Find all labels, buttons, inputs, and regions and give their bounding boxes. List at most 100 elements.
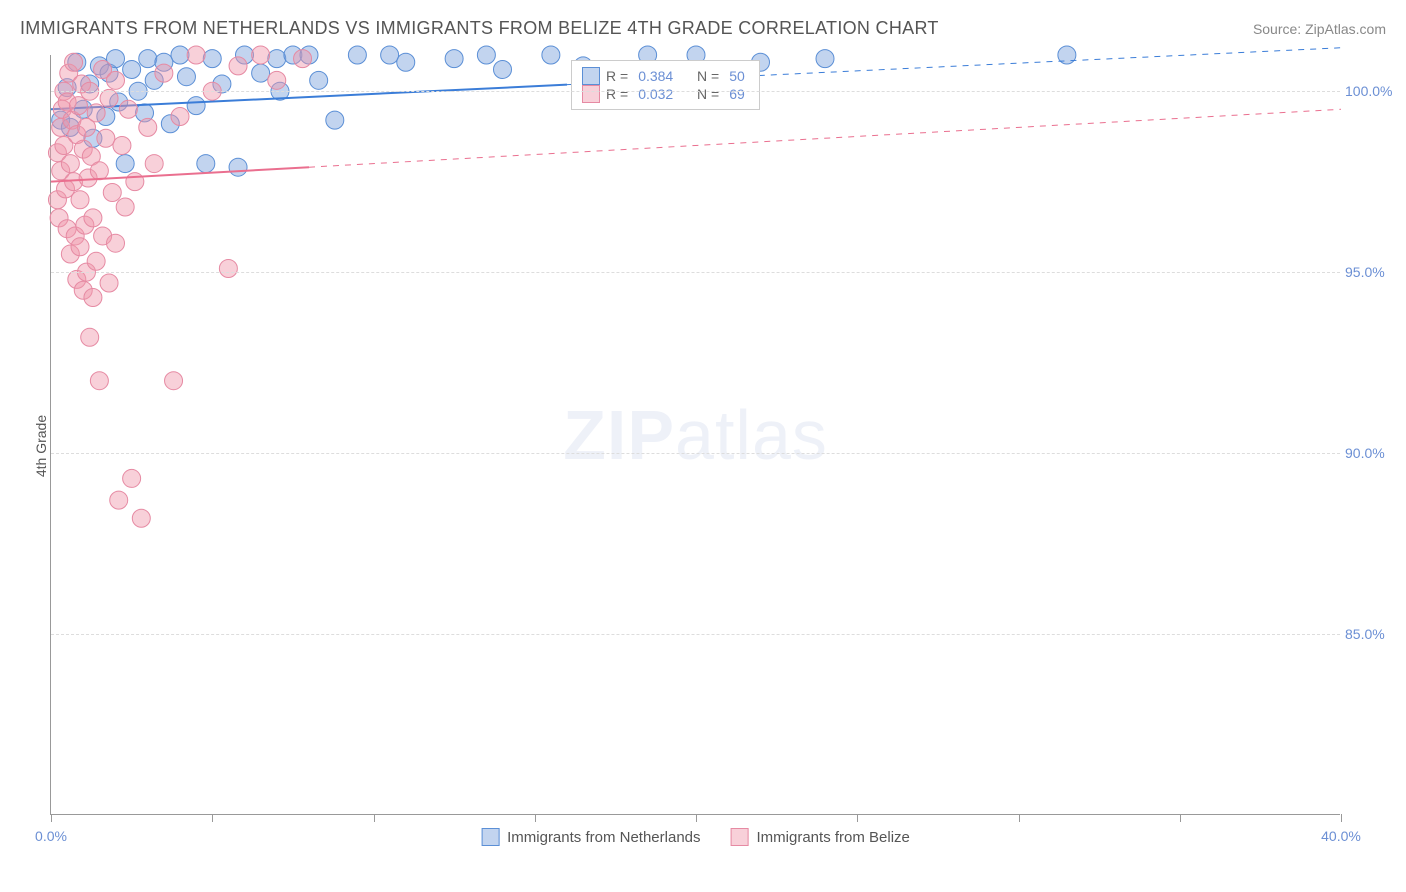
x-tick-label: 40.0%	[1321, 828, 1361, 844]
data-point	[187, 97, 205, 115]
x-tick	[696, 814, 697, 822]
data-point	[171, 46, 189, 64]
stats-legend-row: R = 0.032 N = 69	[582, 85, 749, 103]
data-point	[139, 118, 157, 136]
data-point	[326, 111, 344, 129]
data-point	[71, 191, 89, 209]
data-point	[84, 209, 102, 227]
data-point	[119, 100, 137, 118]
x-tick	[1019, 814, 1020, 822]
data-point	[110, 491, 128, 509]
data-point	[542, 46, 560, 64]
data-point	[197, 155, 215, 173]
legend-swatch	[582, 85, 600, 103]
data-point	[252, 64, 270, 82]
data-point	[87, 252, 105, 270]
stat-n-value: 69	[729, 86, 745, 102]
data-point	[132, 509, 150, 527]
data-point	[187, 46, 205, 64]
data-point	[348, 46, 366, 64]
data-point	[123, 60, 141, 78]
data-point	[61, 155, 79, 173]
gridline	[51, 91, 1340, 92]
data-point	[494, 60, 512, 78]
data-point	[87, 104, 105, 122]
data-point	[397, 53, 415, 71]
plot-svg	[51, 55, 1340, 814]
source-attribution: Source: ZipAtlas.com	[1253, 21, 1386, 37]
stat-r-value: 0.032	[638, 86, 673, 102]
stat-r-label: R =	[606, 86, 628, 102]
y-tick-label: 90.0%	[1345, 445, 1400, 461]
legend-swatch-netherlands	[481, 828, 499, 846]
data-point	[171, 108, 189, 126]
data-point	[100, 274, 118, 292]
data-point	[126, 173, 144, 191]
data-point	[71, 238, 89, 256]
stat-r-value: 0.384	[638, 68, 673, 84]
stat-n-label: N =	[697, 68, 719, 84]
x-tick	[374, 814, 375, 822]
data-point	[310, 71, 328, 89]
y-tick-label: 85.0%	[1345, 626, 1400, 642]
data-point	[229, 57, 247, 75]
chart-header: IMMIGRANTS FROM NETHERLANDS VS IMMIGRANT…	[20, 18, 1386, 39]
data-point	[229, 158, 247, 176]
gridline	[51, 634, 1340, 635]
stats-legend-box: R = 0.384 N = 50 R = 0.032 N = 69	[571, 60, 760, 110]
x-tick	[212, 814, 213, 822]
data-point	[81, 328, 99, 346]
legend-swatch-belize	[731, 828, 749, 846]
data-point	[294, 50, 312, 68]
data-point	[816, 50, 834, 68]
data-point	[165, 372, 183, 390]
data-point	[107, 234, 125, 252]
data-point	[90, 162, 108, 180]
data-point	[107, 71, 125, 89]
data-point	[103, 184, 121, 202]
stats-legend-row: R = 0.384 N = 50	[582, 67, 749, 85]
data-point	[252, 46, 270, 64]
x-tick	[51, 814, 52, 822]
data-point	[381, 46, 399, 64]
x-tick	[1341, 814, 1342, 822]
bottom-legend: Immigrants from Netherlands Immigrants f…	[481, 828, 910, 846]
stat-n-label: N =	[697, 86, 719, 102]
gridline	[51, 453, 1340, 454]
x-tick	[857, 814, 858, 822]
data-point	[445, 50, 463, 68]
data-point	[69, 97, 87, 115]
data-point	[268, 50, 286, 68]
data-point	[219, 260, 237, 278]
data-point	[145, 155, 163, 173]
data-point	[123, 469, 141, 487]
data-point	[203, 50, 221, 68]
legend-label-belize: Immigrants from Belize	[757, 829, 910, 846]
legend-item-netherlands: Immigrants from Netherlands	[481, 828, 700, 846]
gridline	[51, 272, 1340, 273]
x-tick	[535, 814, 536, 822]
data-point	[268, 71, 286, 89]
y-axis-label: 4th Grade	[33, 415, 49, 477]
y-tick-label: 95.0%	[1345, 264, 1400, 280]
data-point	[90, 372, 108, 390]
chart-plot-area: ZIPatlas R =0.384 N =50R =0.032 N =69 Im…	[50, 55, 1340, 815]
data-point	[97, 129, 115, 147]
data-point	[113, 136, 131, 154]
data-point	[65, 53, 83, 71]
data-point	[177, 68, 195, 86]
trend-line-dashed	[309, 109, 1341, 167]
legend-item-belize: Immigrants from Belize	[731, 828, 910, 846]
data-point	[139, 50, 157, 68]
stat-n-value: 50	[729, 68, 745, 84]
x-tick	[1180, 814, 1181, 822]
data-point	[116, 198, 134, 216]
stat-r-label: R =	[606, 68, 628, 84]
y-tick-label: 100.0%	[1345, 83, 1400, 99]
data-point	[116, 155, 134, 173]
data-point	[155, 64, 173, 82]
data-point	[84, 288, 102, 306]
legend-label-netherlands: Immigrants from Netherlands	[507, 829, 700, 846]
legend-swatch	[582, 67, 600, 85]
data-point	[477, 46, 495, 64]
